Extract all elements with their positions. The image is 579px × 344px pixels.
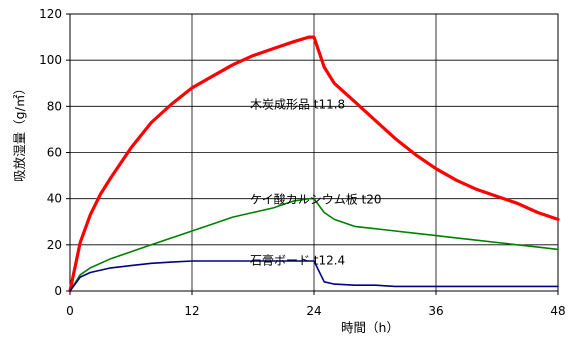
- y-axis-label: 吸放湿量（g/㎡）: [12, 82, 27, 182]
- series-line-1: [68, 35, 560, 293]
- x-tick-label: 0: [66, 304, 74, 318]
- y-tick-label: 60: [47, 146, 62, 160]
- y-tick-label: 120: [39, 7, 62, 21]
- series-label-3: 石膏ボード t12.4: [250, 252, 345, 267]
- series-line-3: [69, 260, 559, 292]
- series-labels: 木炭成形品 t11.8 ケイ酸カルシウム板 t20 石膏ボード t12.4: [250, 98, 382, 268]
- y-tick-label: 0: [54, 284, 62, 298]
- x-axis-label: 時間（h）: [341, 320, 399, 335]
- x-axis-ticks: 0 12 24 36 48: [66, 291, 566, 318]
- y-tick-label: 80: [47, 99, 62, 113]
- series-line-2: [69, 197, 559, 292]
- x-tick-label: 36: [428, 304, 443, 318]
- x-tick-label: 48: [550, 304, 565, 318]
- y-tick-label: 100: [39, 53, 62, 67]
- x-tick-label: 12: [184, 304, 199, 318]
- y-tick-label: 20: [47, 238, 62, 252]
- y-tick-label: 40: [47, 192, 62, 206]
- series-label-1: 木炭成形品 t11.8: [250, 98, 345, 112]
- x-tick-label: 24: [306, 304, 321, 318]
- y-axis-ticks: 0 20 40 60 80 100 120: [39, 7, 70, 298]
- series-label-2: ケイ酸カルシウム板 t20: [250, 191, 382, 206]
- series-group: [68, 35, 560, 293]
